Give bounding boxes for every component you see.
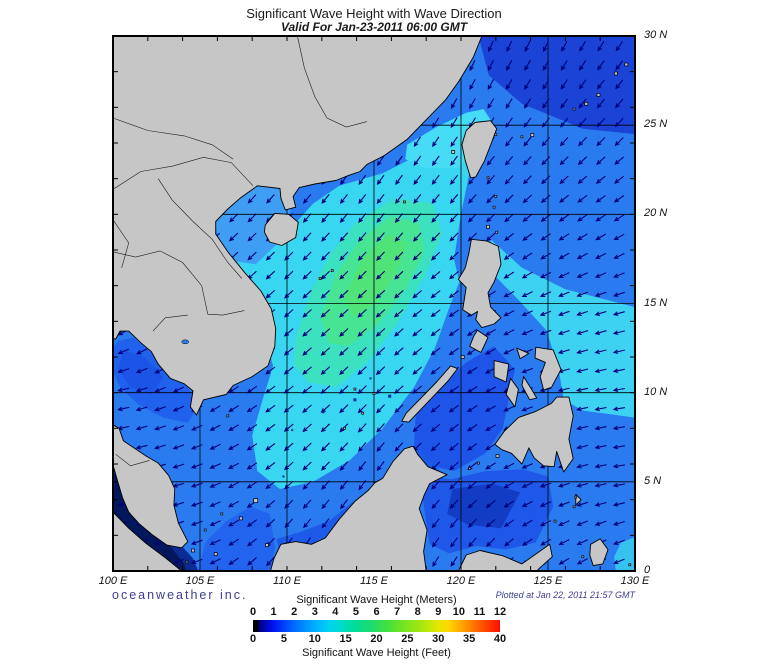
- land-cebu-bohol: [521, 376, 538, 401]
- land-hainan: [263, 212, 299, 246]
- feet-tick: 30: [432, 633, 445, 645]
- land-asia-mainland: [112, 35, 483, 416]
- page-title: Significant Wave Height with Wave Direct…: [246, 6, 502, 21]
- land-negros: [505, 377, 519, 408]
- feet-tick: 40: [493, 633, 507, 645]
- meters-tick: 11: [473, 606, 486, 618]
- lake-tonle-sap: [181, 339, 189, 345]
- reefs-layer: [282, 377, 392, 478]
- lon-label: 120 E: [446, 575, 476, 587]
- feet-tick: 5: [280, 633, 287, 645]
- meters-tick: 3: [311, 606, 318, 618]
- ocean-patch-celebes-dark: [447, 483, 521, 529]
- meters-tick: 7: [394, 606, 401, 618]
- land-layer: [112, 35, 609, 572]
- land-palawan: [401, 365, 458, 423]
- land-samar-leyte: [534, 346, 562, 391]
- oceanweather-logo-text: oceanweather inc.: [112, 588, 248, 602]
- lon-label: 125 E: [533, 575, 563, 587]
- meters-tick: 4: [332, 606, 339, 618]
- land-luzon: [457, 238, 502, 329]
- lat-label: 10 N: [644, 385, 668, 398]
- meters-tick: 5: [352, 606, 359, 618]
- feet-tick: 25: [401, 633, 414, 645]
- meters-tick: 1: [270, 606, 277, 618]
- lat-label: 0: [644, 564, 651, 576]
- land-malay-peninsula: [112, 424, 189, 549]
- legend-title-feet: Significant Wave Height (Feet): [302, 647, 451, 659]
- land-sulawesi: [457, 543, 553, 572]
- ocean-patch-corner-se-cyan: [614, 537, 635, 571]
- lon-label: 130 E: [620, 575, 650, 587]
- lat-label: 5 N: [644, 474, 662, 487]
- meters-tick: 12: [493, 606, 507, 618]
- lat-label: 15 N: [644, 296, 668, 309]
- feet-tick: 35: [463, 633, 476, 645]
- meters-tick: 0: [249, 606, 257, 618]
- meters-tick: 6: [373, 606, 380, 618]
- valid-time-subtitle: Valid For Jan-23-2011 06:00 GMT: [280, 20, 468, 34]
- lon-label: 110 E: [273, 575, 301, 587]
- land-taiwan: [461, 120, 498, 179]
- land-halmahera: [589, 538, 609, 567]
- ocean-patch-sulu-sea: [414, 346, 515, 472]
- meters-tick: 10: [452, 606, 465, 618]
- meters-tick: 8: [414, 606, 421, 618]
- borders-layer: [112, 35, 368, 467]
- feet-tick: 10: [308, 633, 321, 645]
- frame-layer: [112, 35, 636, 572]
- lon-label: 100 E: [98, 575, 128, 587]
- ocean-patch-gulf-tonkin: [213, 185, 291, 265]
- meters-tick: 9: [435, 606, 442, 618]
- ocean-patch-pacific-dark-ne: [478, 36, 635, 135]
- lat-label: 25 N: [644, 118, 668, 131]
- plotted-timestamp: Plotted at Jan 22, 2011 21:57 GMT: [495, 590, 635, 600]
- lon-label: 105 E: [185, 575, 215, 587]
- land-masbate: [516, 347, 530, 360]
- land-panay: [493, 360, 510, 383]
- feet-tick: 15: [339, 633, 352, 645]
- land-borneo: [270, 445, 448, 572]
- islets-layer: [185, 62, 632, 567]
- land-mindoro: [469, 329, 489, 353]
- lon-label: 115 E: [360, 575, 388, 587]
- feet-tick: 0: [249, 633, 257, 645]
- feet-tick: 20: [370, 633, 383, 645]
- land-mindanao: [494, 396, 574, 473]
- colorbar: [253, 620, 500, 632]
- meters-tick: 2: [291, 606, 298, 618]
- ocean-patch-philippine-sea-cyan: [490, 239, 635, 418]
- legend-title-meters: Significant Wave Height (Meters): [296, 594, 457, 606]
- lat-label: 20 N: [644, 207, 668, 220]
- lat-label: 30 N: [644, 29, 668, 41]
